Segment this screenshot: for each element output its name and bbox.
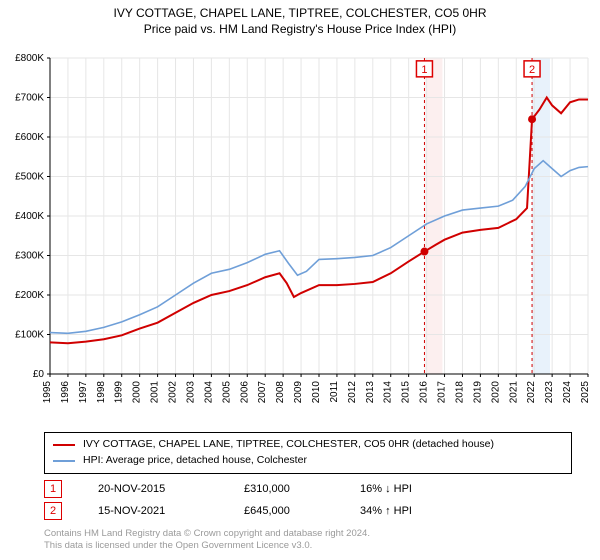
svg-text:£100K: £100K — [15, 330, 44, 341]
txn-date-1: 20-NOV-2015 — [98, 483, 208, 495]
svg-text:2025: 2025 — [580, 381, 591, 404]
legend-swatch-2 — [53, 460, 75, 462]
svg-text:1995: 1995 — [42, 381, 53, 404]
svg-text:2011: 2011 — [329, 381, 340, 403]
svg-text:2005: 2005 — [221, 381, 232, 404]
svg-text:2022: 2022 — [526, 381, 537, 404]
svg-text:2014: 2014 — [383, 381, 394, 404]
svg-text:2012: 2012 — [347, 381, 358, 404]
txn-price-1: £310,000 — [244, 483, 324, 495]
svg-text:2015: 2015 — [401, 381, 412, 404]
svg-text:£800K: £800K — [15, 53, 44, 64]
svg-text:2023: 2023 — [544, 381, 555, 404]
svg-text:2004: 2004 — [203, 381, 214, 404]
svg-text:2020: 2020 — [490, 381, 501, 404]
legend-row-1: IVY COTTAGE, CHAPEL LANE, TIPTREE, COLCH… — [53, 437, 563, 453]
svg-text:2010: 2010 — [311, 381, 322, 404]
legend-label-2: HPI: Average price, detached house, Colc… — [83, 453, 307, 469]
txn-badge-1: 1 — [44, 480, 62, 498]
transaction-row-2: 2 15-NOV-2021 £645,000 34% ↑ HPI — [44, 500, 572, 522]
svg-text:1: 1 — [421, 64, 427, 76]
svg-text:2018: 2018 — [454, 381, 465, 404]
footer-line-1: Contains HM Land Registry data © Crown c… — [44, 528, 572, 540]
svg-text:£200K: £200K — [15, 290, 44, 301]
svg-text:2006: 2006 — [239, 381, 250, 404]
footer-line-2: This data is licensed under the Open Gov… — [44, 540, 572, 552]
title-main: IVY COTTAGE, CHAPEL LANE, TIPTREE, COLCH… — [0, 6, 600, 20]
legend-label-1: IVY COTTAGE, CHAPEL LANE, TIPTREE, COLCH… — [83, 437, 494, 453]
svg-text:£0: £0 — [33, 369, 45, 380]
svg-text:2013: 2013 — [365, 381, 376, 404]
svg-text:2021: 2021 — [508, 381, 519, 404]
svg-text:£700K: £700K — [15, 93, 44, 104]
svg-text:2008: 2008 — [275, 381, 286, 404]
svg-text:2000: 2000 — [132, 381, 143, 404]
svg-text:£600K: £600K — [15, 132, 44, 143]
legend-row-2: HPI: Average price, detached house, Colc… — [53, 453, 563, 469]
svg-text:1997: 1997 — [78, 381, 89, 404]
svg-text:1996: 1996 — [60, 381, 71, 404]
txn-badge-2: 2 — [44, 502, 62, 520]
svg-text:£500K: £500K — [15, 172, 44, 183]
svg-text:£300K: £300K — [15, 251, 44, 262]
txn-diff-1: 16% ↓ HPI — [360, 483, 460, 495]
svg-text:2002: 2002 — [168, 381, 179, 404]
footer: Contains HM Land Registry data © Crown c… — [44, 528, 572, 553]
svg-text:2: 2 — [529, 64, 535, 76]
svg-text:2019: 2019 — [472, 381, 483, 404]
svg-text:£400K: £400K — [15, 211, 44, 222]
svg-text:2009: 2009 — [293, 381, 304, 404]
svg-text:2024: 2024 — [562, 381, 573, 404]
title-sub: Price paid vs. HM Land Registry's House … — [0, 22, 600, 36]
txn-date-2: 15-NOV-2021 — [98, 505, 208, 517]
svg-text:2003: 2003 — [185, 381, 196, 404]
svg-text:2016: 2016 — [419, 381, 430, 404]
txn-diff-2: 34% ↑ HPI — [360, 505, 460, 517]
svg-text:1998: 1998 — [96, 381, 107, 404]
txn-price-2: £645,000 — [244, 505, 324, 517]
transactions: 1 20-NOV-2015 £310,000 16% ↓ HPI 2 15-NO… — [44, 478, 572, 522]
svg-text:2001: 2001 — [150, 381, 161, 404]
legend-box: IVY COTTAGE, CHAPEL LANE, TIPTREE, COLCH… — [44, 432, 572, 474]
svg-text:2007: 2007 — [257, 381, 268, 404]
legend-swatch-1 — [53, 444, 75, 446]
svg-text:2017: 2017 — [437, 381, 448, 404]
price-chart: £0 £100K £200K £300K £400K £500K £600K £700K £80… — [0, 36, 600, 426]
transaction-row-1: 1 20-NOV-2015 £310,000 16% ↓ HPI — [44, 478, 572, 500]
svg-text:1999: 1999 — [114, 381, 125, 404]
